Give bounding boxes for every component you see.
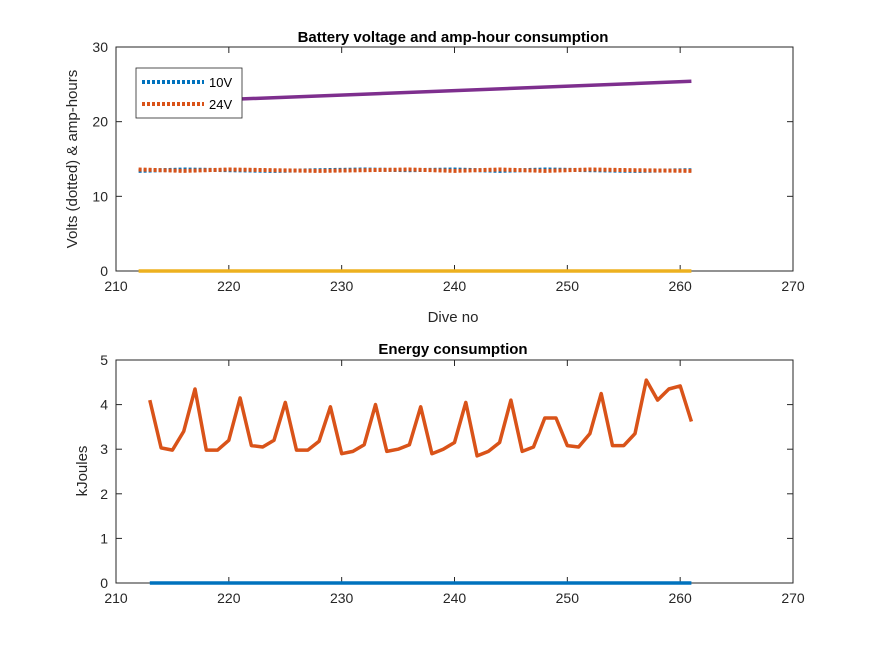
xtick-label: 250 [556, 278, 580, 294]
xtick-label: 240 [443, 278, 467, 294]
series-line-24v [138, 167, 692, 173]
xtick-label: 220 [217, 590, 241, 606]
ytick-label: 30 [92, 39, 108, 55]
chart-energy-title: Energy consumption [378, 341, 527, 358]
xtick-label: 210 [104, 590, 128, 606]
chart-battery-ylabel: Volts (dotted) & amp-hours [64, 70, 81, 248]
xtick-label: 220 [217, 278, 241, 294]
ytick-label: 3 [100, 441, 108, 457]
chart-energy-ylabel: kJoules [74, 446, 91, 497]
ytick-label: 10 [92, 188, 108, 204]
chart-energy: Energy consumption kJoules 210 220 230 240 2… [74, 341, 805, 606]
series-line-0 [148, 378, 694, 458]
ytick-label: 1 [100, 530, 108, 546]
chart-battery-legend: 10V 24V [135, 67, 243, 119]
ytick-label: 0 [100, 575, 108, 591]
xtick-label: 250 [556, 590, 580, 606]
xtick-label: 240 [443, 590, 467, 606]
chart-energy-plot-area [115, 359, 794, 584]
ytick-label: 5 [100, 352, 108, 368]
chart-battery: Battery voltage and amp-hour consumption… [64, 29, 805, 326]
legend-label-24v: 24V [209, 97, 232, 112]
chart-battery-xlabel: Dive no [428, 309, 479, 326]
legend-label-10v: 10V [209, 75, 232, 90]
xtick-label: 260 [668, 278, 692, 294]
xtick-label: 230 [330, 278, 354, 294]
ytick-label: 20 [92, 114, 108, 130]
xtick-label: 230 [330, 590, 354, 606]
legend-box [135, 67, 243, 119]
ytick-label: 4 [100, 397, 108, 413]
xtick-label: 270 [781, 590, 805, 606]
ytick-label: 2 [100, 486, 108, 502]
chart-battery-title: Battery voltage and amp-hour consumption [298, 29, 609, 46]
chart-energy-series [148, 378, 694, 585]
xtick-label: 260 [668, 590, 692, 606]
xtick-label: 210 [104, 278, 128, 294]
chart-energy-ticks: 210 220 230 240 250 260 270 0 1 2 3 4 5 [100, 352, 805, 606]
xtick-label: 270 [781, 278, 805, 294]
ytick-label: 0 [100, 263, 108, 279]
